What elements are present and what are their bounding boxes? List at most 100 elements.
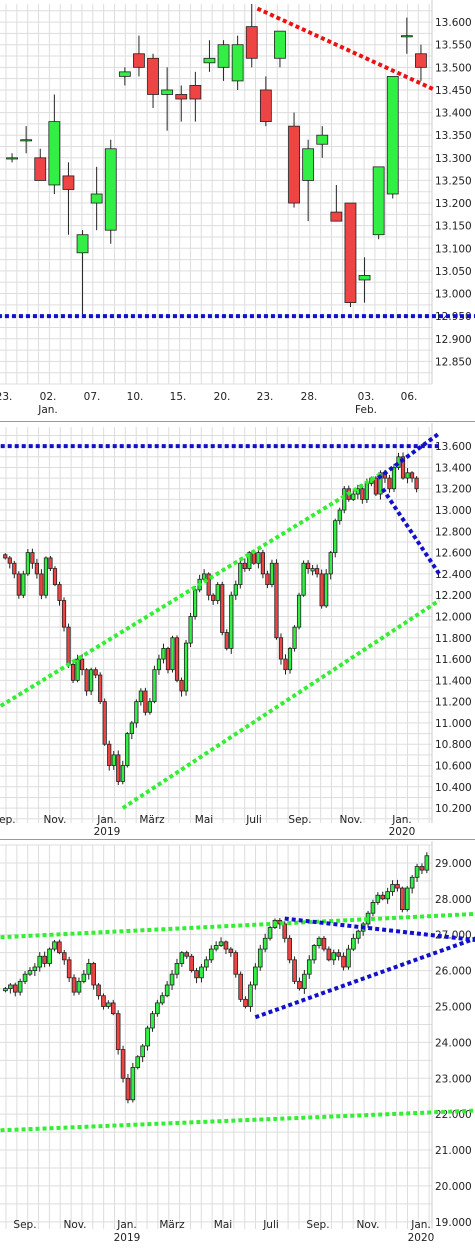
candle — [22, 971, 28, 985]
y-tick-label: 13.200 — [435, 198, 472, 210]
candle-body-down — [189, 955, 194, 972]
grid — [0, 844, 432, 1229]
candle-body-down — [102, 701, 107, 745]
candle-body-down — [174, 637, 180, 681]
candle — [84, 668, 89, 696]
candle-body-down — [220, 584, 225, 633]
x-tick-label: Jan. — [391, 814, 412, 826]
trend-lines — [0, 431, 441, 810]
y-tick-label: 10.400 — [435, 782, 472, 794]
y-tick-label: 24.000 — [435, 1037, 472, 1049]
candle-body-down — [66, 959, 72, 979]
candle — [409, 874, 415, 894]
candle — [101, 993, 106, 1010]
candle-body-down — [42, 955, 47, 964]
y-tick-label: 12.850 — [435, 356, 472, 368]
y-tick-label: 12.400 — [435, 569, 472, 581]
candle-body-up — [43, 557, 49, 596]
chart-mid-term: 13.600 13.400 13.200 13.000 12.800 12.600 12.4… — [0, 423, 472, 837]
candle-body-down — [224, 632, 229, 649]
candle-body-up — [302, 148, 315, 181]
trend-line-red — [256, 6, 436, 92]
candle — [90, 166, 103, 231]
candle — [125, 731, 130, 768]
candle-body-up — [358, 275, 371, 281]
candle — [228, 947, 234, 957]
y-tick-label: 11.600 — [435, 654, 472, 666]
candle-body-up — [292, 626, 297, 649]
candle — [287, 646, 293, 674]
candle — [66, 623, 71, 668]
candle-body-down — [380, 894, 386, 900]
candle-body-up — [20, 139, 33, 142]
candle — [415, 44, 427, 81]
candle — [336, 949, 341, 961]
y-tick-label: 13.150 — [435, 221, 472, 233]
y-axis: 13.600 13.550 13.500 13.450 13.400 13.350 13.3… — [435, 17, 472, 368]
candle-body-up — [81, 973, 87, 982]
candles — [3, 452, 419, 786]
candle-body-up — [188, 616, 193, 644]
x-tick-label: 20. — [214, 391, 231, 403]
trend-line-green — [0, 1108, 475, 1133]
candle-body-up — [90, 193, 103, 204]
candle-body-down — [70, 663, 76, 681]
candle — [400, 886, 405, 913]
candle-body-up — [375, 894, 381, 903]
candle — [400, 452, 406, 480]
candle — [265, 570, 270, 589]
candle-body-up — [370, 902, 376, 914]
candle — [305, 560, 311, 574]
candle — [321, 936, 327, 952]
candle-body-up — [6, 157, 18, 160]
candle-body-down — [238, 973, 243, 1000]
candle — [404, 886, 410, 912]
candle-body-up — [262, 937, 268, 950]
candle-body-up — [238, 562, 243, 585]
y-axis: 13.600 13.400 13.200 13.000 12.800 12.600 12.4… — [435, 441, 472, 815]
candle-body-down — [101, 995, 106, 1007]
candle — [135, 1055, 141, 1070]
candle — [70, 660, 76, 684]
candle — [296, 592, 302, 630]
candle — [283, 654, 288, 675]
candle-body-down — [62, 175, 75, 190]
candle-body-up — [138, 690, 143, 703]
candle — [155, 999, 160, 1017]
candle-body-down — [283, 658, 288, 671]
candle-body-up — [202, 573, 207, 580]
candle — [189, 71, 202, 122]
candle — [311, 943, 317, 964]
candle-body-up — [25, 552, 30, 575]
candle-body-down — [12, 562, 17, 575]
candle — [48, 94, 61, 194]
candle — [257, 944, 263, 971]
candle-body-up — [355, 930, 361, 939]
trend-line-green — [121, 598, 441, 810]
candle — [292, 625, 297, 652]
candle — [372, 166, 385, 240]
trend-line-green — [0, 911, 475, 940]
x-tick-sublabel: 2020 — [408, 1232, 435, 1244]
candle — [52, 566, 58, 587]
candle — [57, 581, 62, 606]
candle-body-down — [400, 456, 406, 479]
candle — [248, 981, 253, 1012]
candle — [170, 635, 175, 673]
candle — [118, 67, 131, 86]
candle — [319, 569, 324, 609]
candle-body-up — [337, 509, 342, 522]
candle-body-up — [75, 658, 80, 681]
candle — [199, 963, 204, 983]
candle — [129, 720, 134, 740]
panel-separator — [0, 839, 475, 840]
candle-body-up — [409, 876, 415, 889]
candle-body-down — [206, 573, 211, 596]
trend-line-blue — [376, 431, 441, 480]
candle-body-up — [140, 1045, 145, 1058]
candle — [104, 139, 117, 244]
y-tick-label: 13.500 — [435, 62, 472, 74]
candle — [138, 688, 143, 706]
candle — [282, 921, 288, 943]
candle-body-down — [84, 669, 89, 692]
